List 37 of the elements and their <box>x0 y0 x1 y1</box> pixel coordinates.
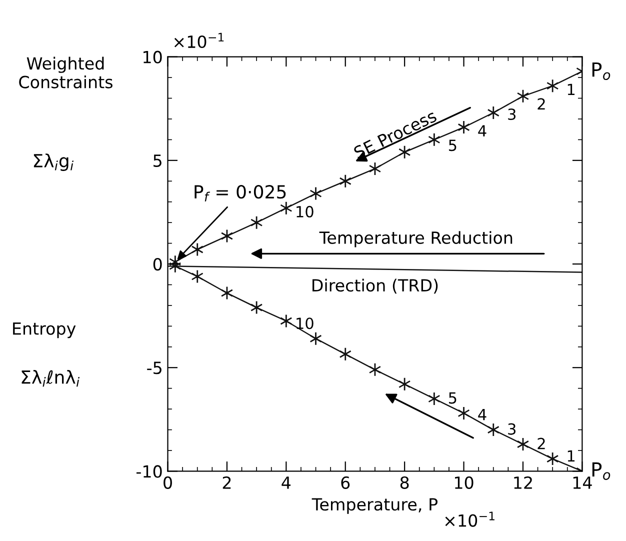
annotation: 1 <box>568 84 575 95</box>
x-tick-label: 10 <box>455 476 474 489</box>
annotation: 4 <box>478 408 486 420</box>
annotation: 3 <box>508 108 516 120</box>
text: Entropy <box>13 322 76 338</box>
x-tick-label: 0 <box>164 476 172 489</box>
text: ×10$^{−1}$ <box>445 512 494 527</box>
annotation: 3 <box>508 423 516 435</box>
x-tick-label: 6 <box>341 476 350 489</box>
y-tick-label: 10 <box>144 50 162 64</box>
annotation: 5 <box>448 140 456 152</box>
x-tick-label: 12 <box>514 476 532 489</box>
text: ×10$^{−1}$ <box>174 32 224 48</box>
annotation: 4 <box>478 125 486 136</box>
x-tick-label: 14 <box>573 476 592 489</box>
x-tick-label: 2 <box>222 476 231 489</box>
text: Weighted Constraints <box>19 56 112 88</box>
y-tick-label: -5 <box>147 362 162 374</box>
text: Σλ$_{i}$ℓnλ$_{i}$ <box>22 370 80 387</box>
annotation: 10 <box>296 318 314 330</box>
annotation: Direction (TRD) <box>312 278 438 294</box>
text: Σλ$_{i}$g$_{i}$ <box>34 154 74 172</box>
y-tick-label: 5 <box>154 154 162 167</box>
annotation: P$_{o}$ <box>592 462 610 480</box>
annotation: P$_{f}$ = 0·025 <box>194 185 286 202</box>
annotation: 5 <box>448 392 456 404</box>
x-tick-label: 4 <box>282 476 291 489</box>
annotation: Temperature Reduction <box>319 231 512 248</box>
annotation: 1 <box>568 450 575 462</box>
x-axis-title: Temperature, P <box>312 498 438 514</box>
annotation: 2 <box>538 98 545 110</box>
annotation: 10 <box>296 206 314 218</box>
y-tick-label: -10 <box>136 465 162 478</box>
x-tick-label: 8 <box>400 476 409 489</box>
annotation: P$_{o}$ <box>592 62 610 80</box>
y-tick-label: 0 <box>153 258 162 271</box>
annotation: 2 <box>538 438 545 450</box>
